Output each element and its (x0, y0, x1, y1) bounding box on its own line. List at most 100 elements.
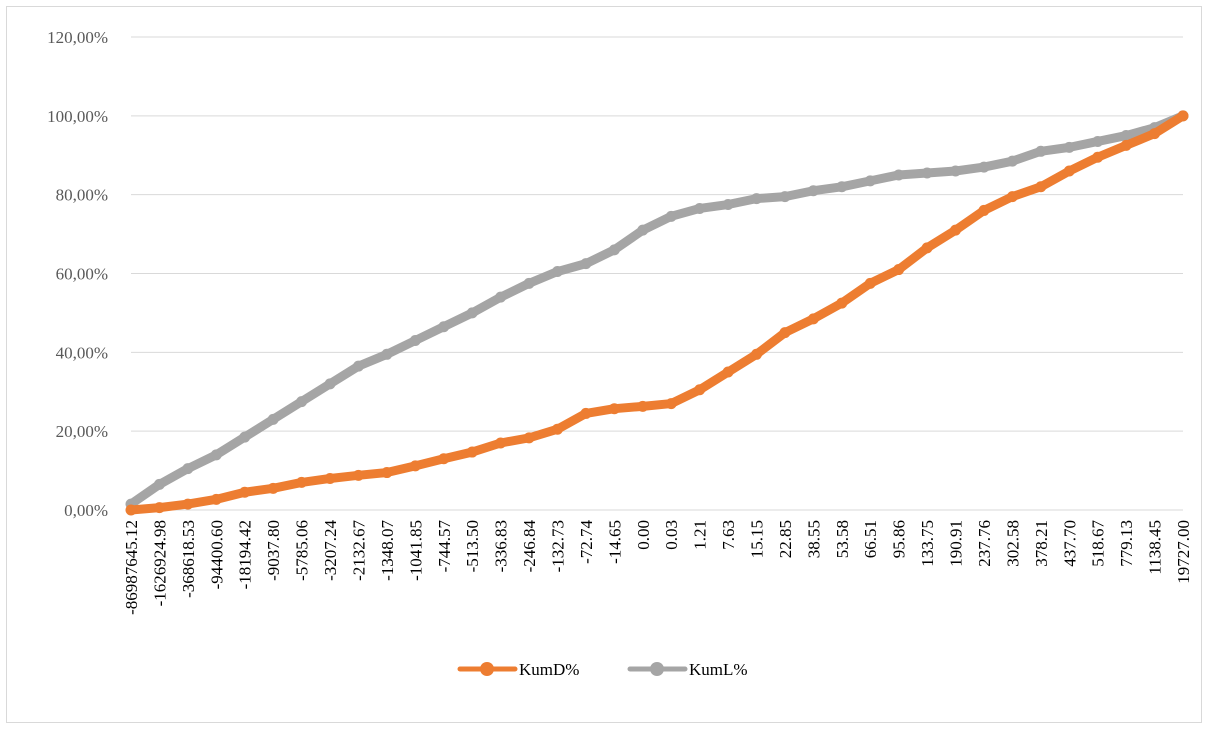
series-line-KumD% (126, 111, 1188, 515)
x-tick-label: -744.57 (435, 520, 454, 573)
data-point (893, 264, 905, 276)
data-point (751, 348, 763, 360)
data-point (807, 185, 819, 197)
x-tick-label: -513.50 (463, 520, 482, 572)
data-point (1177, 110, 1189, 122)
data-point (125, 504, 137, 516)
data-point (296, 476, 308, 488)
data-point (694, 384, 706, 396)
y-tick-label: 60,00% (56, 265, 108, 284)
data-point (694, 202, 706, 214)
x-tick-label: -1348.07 (378, 520, 397, 581)
data-point (523, 277, 535, 289)
y-tick-label: 0,00% (64, 501, 108, 520)
data-point (466, 307, 478, 319)
data-point (495, 291, 507, 303)
data-point (1149, 128, 1161, 140)
y-tick-label: 40,00% (56, 343, 108, 362)
x-tick-label: -9037.80 (264, 520, 283, 581)
data-point (836, 297, 848, 309)
data-point (239, 486, 251, 498)
data-point (637, 224, 649, 236)
data-point (296, 396, 308, 408)
y-tick-label: 20,00% (56, 422, 108, 441)
data-point (182, 498, 194, 510)
x-tick-label: -336.83 (492, 520, 511, 572)
data-point (324, 472, 336, 484)
data-point (978, 204, 990, 216)
data-point (637, 400, 649, 412)
data-point (864, 277, 876, 289)
data-point (893, 169, 905, 181)
data-point (409, 335, 421, 347)
legend-label: KumL% (689, 660, 748, 679)
data-point (438, 453, 450, 465)
y-axis-ticks: 0,00% 20,00% 40,00% 60,00% 80,00% 100,00% 120,… (47, 28, 108, 520)
data-point (551, 266, 563, 278)
grid (131, 36, 1183, 511)
x-tick-label: -86987645.12 (122, 520, 141, 615)
series (125, 110, 1189, 516)
x-tick-label: 437.70 (1060, 520, 1079, 567)
x-tick-label: 95.86 (890, 520, 909, 558)
x-tick-label: 1.21 (691, 520, 710, 550)
data-point (978, 161, 990, 173)
x-tick-label: 190.91 (947, 520, 966, 567)
data-point (153, 478, 165, 490)
x-tick-label: 518.67 (1089, 520, 1108, 567)
x-tick-label: 0.00 (634, 520, 653, 550)
data-point (495, 437, 507, 449)
data-point (523, 432, 535, 444)
data-point (580, 407, 592, 419)
legend: KumD% KumL% (457, 660, 748, 679)
x-tick-label: -1626924.98 (150, 520, 169, 606)
data-point (438, 321, 450, 333)
series-line-KumL% (126, 111, 1188, 509)
x-tick-label: 15.15 (748, 520, 767, 558)
x-tick-label: -72.74 (577, 520, 596, 564)
data-point (210, 493, 222, 505)
data-point (324, 378, 336, 390)
data-point (153, 502, 165, 514)
x-tick-label: 66.51 (861, 520, 880, 558)
data-point (182, 463, 194, 475)
data-point (836, 181, 848, 193)
y-tick-label: 100,00% (47, 107, 108, 126)
x-tick-label: -2132.67 (349, 520, 368, 581)
data-point (409, 460, 421, 472)
x-tick-label: 1138.45 (1146, 520, 1165, 575)
data-point (665, 398, 677, 410)
data-point (864, 175, 876, 187)
x-tick-label: 133.75 (918, 520, 937, 567)
x-tick-label: -132.73 (548, 520, 567, 572)
x-tick-label: -368618.53 (179, 520, 198, 598)
data-point (352, 469, 364, 481)
data-point (722, 366, 734, 378)
x-tick-label: 19727.00 (1174, 520, 1193, 584)
x-tick-label: 779.13 (1117, 520, 1136, 567)
data-point (580, 258, 592, 270)
data-point (722, 199, 734, 211)
x-tick-label: -94400.60 (207, 520, 226, 589)
x-tick-label: 22.85 (776, 520, 795, 558)
x-tick-label: -246.84 (520, 520, 539, 573)
x-tick-label: 38.55 (804, 520, 823, 558)
data-point (381, 467, 393, 479)
chart-area (6, 6, 1202, 723)
data-point (665, 210, 677, 222)
x-tick-label: -5785.06 (293, 520, 312, 581)
x-tick-label: -1041.85 (406, 520, 425, 581)
data-point (267, 413, 279, 425)
data-point (807, 313, 819, 325)
data-point (921, 167, 933, 179)
data-point (1006, 155, 1018, 167)
x-tick-label: -18194.42 (236, 520, 255, 589)
data-point (1120, 130, 1132, 142)
data-point (267, 482, 279, 494)
x-axis-ticks: -86987645.12 -1626924.98 -368618.53 -94400.… (122, 520, 1193, 615)
data-point (551, 423, 563, 435)
data-point (1120, 139, 1132, 151)
data-point (608, 403, 620, 415)
data-point (1063, 165, 1075, 177)
